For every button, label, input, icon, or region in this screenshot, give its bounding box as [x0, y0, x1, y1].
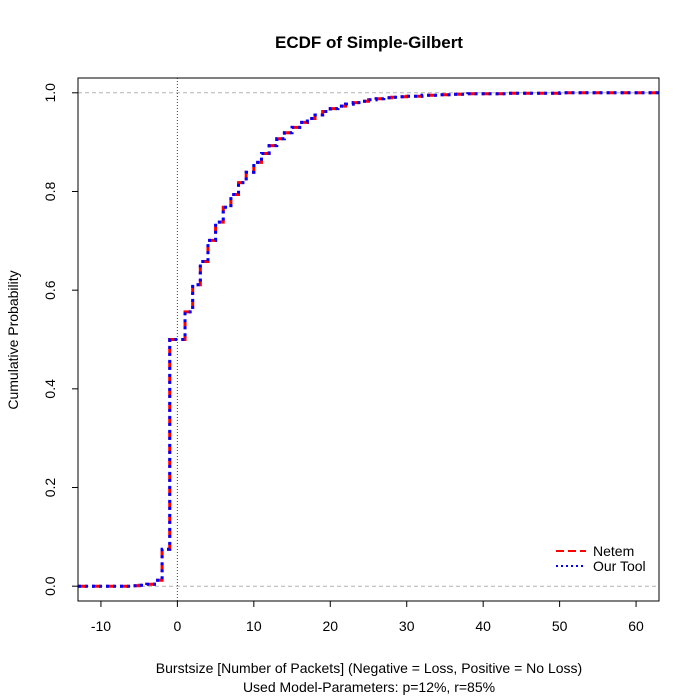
legend-label-netem: Netem — [593, 543, 634, 559]
reference-lines — [78, 78, 659, 601]
x-tick-label: 20 — [322, 618, 338, 634]
x-tick-label: 0 — [173, 618, 181, 634]
y-tick-label: 0.0 — [42, 576, 58, 596]
series-layer — [78, 91, 659, 588]
x-tick-label: 40 — [475, 618, 491, 634]
y-tick-label: 0.8 — [42, 182, 58, 202]
series-line-our-tool — [78, 91, 659, 588]
x-tick-label: 30 — [399, 618, 415, 634]
x-tick-label: 60 — [628, 618, 644, 634]
plot-frame — [77, 77, 660, 602]
x-axis-label: Burstsize [Number of Packets] (Negative … — [156, 660, 582, 676]
x-axis: -10 0 10 20 30 40 50 60 — [91, 601, 644, 634]
x-tick-label: -10 — [91, 618, 111, 634]
y-tick-label: 0.4 — [42, 379, 58, 399]
legend-label-our-tool: Our Tool — [593, 558, 646, 574]
chart-subtitle: Used Model-Parameters: p=12%, r=85% — [243, 679, 495, 695]
legend: Netem Our Tool — [556, 543, 646, 574]
x-tick-label: 50 — [552, 618, 568, 634]
series-line-netem — [78, 91, 659, 588]
y-axis: 0.0 0.2 0.4 0.6 0.8 1.0 — [42, 83, 78, 596]
chart-title: ECDF of Simple-Gilbert — [275, 33, 463, 52]
y-tick-label: 0.2 — [42, 478, 58, 498]
y-axis-label: Cumulative Probability — [5, 270, 21, 409]
y-tick-label: 1.0 — [42, 83, 58, 103]
y-tick-label: 0.6 — [42, 280, 58, 300]
x-tick-label: 10 — [246, 618, 262, 634]
